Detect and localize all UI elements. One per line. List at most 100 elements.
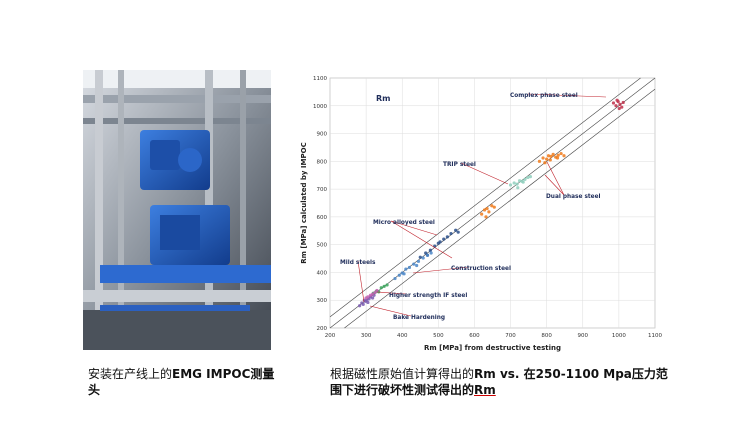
x-tick-label: 400 bbox=[397, 333, 408, 339]
data-point bbox=[618, 102, 622, 106]
data-point bbox=[397, 273, 401, 277]
data-point bbox=[490, 204, 494, 208]
annotation-arrow bbox=[369, 305, 412, 317]
data-point bbox=[456, 230, 460, 234]
annotation-arrow bbox=[544, 174, 565, 196]
data-point bbox=[523, 177, 527, 181]
data-point bbox=[366, 300, 370, 305]
annotation: TRIP steel bbox=[443, 162, 476, 168]
data-point bbox=[485, 206, 489, 211]
data-point bbox=[559, 151, 563, 156]
caption-text: Rm bbox=[474, 383, 496, 397]
y-axis-label: Rm [MPa] calculated by IMPOC bbox=[300, 142, 308, 263]
annotation: Micro alloyed steel bbox=[373, 220, 435, 226]
data-point bbox=[549, 154, 553, 158]
data-point bbox=[508, 183, 513, 187]
data-point bbox=[425, 253, 430, 257]
data-point bbox=[551, 152, 555, 156]
data-point bbox=[621, 100, 625, 105]
data-point bbox=[442, 237, 446, 241]
data-point bbox=[445, 235, 449, 239]
y-tick-label: 1000 bbox=[313, 104, 327, 110]
data-point bbox=[418, 255, 422, 259]
data-point bbox=[366, 295, 370, 299]
data-point bbox=[416, 259, 421, 263]
data-point bbox=[528, 175, 533, 179]
y-tick-label: 200 bbox=[317, 326, 328, 332]
caption-text: 安装在产线上的 bbox=[88, 367, 173, 381]
data-point bbox=[515, 182, 519, 186]
x-axis-label: Rm [MPa] from destructive testing bbox=[424, 344, 561, 352]
x-tick-label: 900 bbox=[578, 333, 589, 339]
data-point bbox=[541, 156, 545, 160]
caption-text: EMG IMPOC测量头 bbox=[88, 367, 275, 397]
data-point bbox=[546, 154, 551, 158]
data-point bbox=[480, 212, 484, 216]
y-tick-label: 1100 bbox=[313, 76, 327, 82]
annotation-arrow bbox=[390, 220, 438, 236]
data-point bbox=[537, 159, 542, 163]
data-point bbox=[517, 179, 522, 183]
data-point bbox=[526, 175, 530, 180]
annotation-arrow bbox=[546, 161, 565, 196]
data-point bbox=[379, 286, 383, 290]
data-point bbox=[492, 205, 496, 209]
caption-text: Rm vs. bbox=[474, 367, 524, 381]
data-point bbox=[614, 104, 618, 108]
data-point bbox=[555, 156, 560, 160]
y-tick-label: 400 bbox=[317, 270, 328, 276]
data-point bbox=[484, 215, 488, 219]
reference-line bbox=[344, 88, 656, 329]
photo bbox=[83, 70, 271, 350]
annotation-arrow bbox=[390, 220, 453, 259]
data-point bbox=[449, 231, 453, 236]
data-point bbox=[617, 106, 621, 111]
annotation-arrow bbox=[412, 266, 470, 274]
data-point bbox=[548, 158, 552, 162]
data-point bbox=[615, 98, 619, 102]
y-tick-label: 900 bbox=[317, 132, 328, 138]
caption-text: 在250-1100 Mpa压力范围下进行破坏性测试得出的 bbox=[330, 367, 668, 397]
reference-line bbox=[329, 77, 641, 318]
data-point bbox=[358, 304, 362, 308]
x-tick-label: 600 bbox=[469, 333, 480, 339]
x-tick-label: 800 bbox=[541, 333, 552, 339]
annotation-arrow bbox=[527, 93, 607, 98]
data-point bbox=[545, 157, 549, 161]
annotation: Mild steels bbox=[340, 260, 376, 266]
data-point bbox=[482, 208, 487, 212]
data-point bbox=[421, 256, 425, 260]
data-point bbox=[371, 296, 375, 300]
x-tick-label: 700 bbox=[505, 333, 516, 339]
data-point bbox=[382, 284, 386, 288]
data-point bbox=[361, 302, 365, 306]
data-point bbox=[611, 101, 616, 105]
data-point bbox=[454, 228, 458, 232]
data-point bbox=[424, 251, 428, 255]
data-point bbox=[429, 251, 433, 255]
data-point bbox=[543, 161, 547, 165]
annotation: Higher strength IF steel bbox=[389, 293, 467, 299]
x-tick-label: 1100 bbox=[648, 333, 662, 339]
data-point bbox=[487, 210, 491, 214]
annotation: Complex phase steel bbox=[510, 93, 578, 99]
y-tick-label: 500 bbox=[317, 243, 328, 249]
x-tick-label: 500 bbox=[433, 333, 444, 339]
data-point bbox=[412, 262, 416, 266]
annotation-arrow bbox=[376, 291, 408, 295]
chart-caption: 根据磁性原始值计算得出的Rm vs. 在250-1100 Mpa压力范围下进行破… bbox=[330, 366, 670, 398]
caption-text: 根据磁性原始值计算得出的 bbox=[330, 367, 475, 381]
data-point bbox=[512, 181, 516, 185]
data-point bbox=[402, 272, 406, 276]
data-point bbox=[521, 180, 525, 184]
y-tick-label: 600 bbox=[317, 215, 328, 221]
data-point bbox=[556, 153, 560, 157]
y-tick-label: 300 bbox=[317, 298, 328, 304]
data-point bbox=[436, 241, 440, 245]
annotation-arrow bbox=[460, 162, 509, 185]
data-point bbox=[407, 265, 412, 270]
annotation: Dual phase steel bbox=[546, 194, 601, 200]
photo-caption: 安装在产线上的EMG IMPOC测量头 bbox=[88, 366, 278, 398]
